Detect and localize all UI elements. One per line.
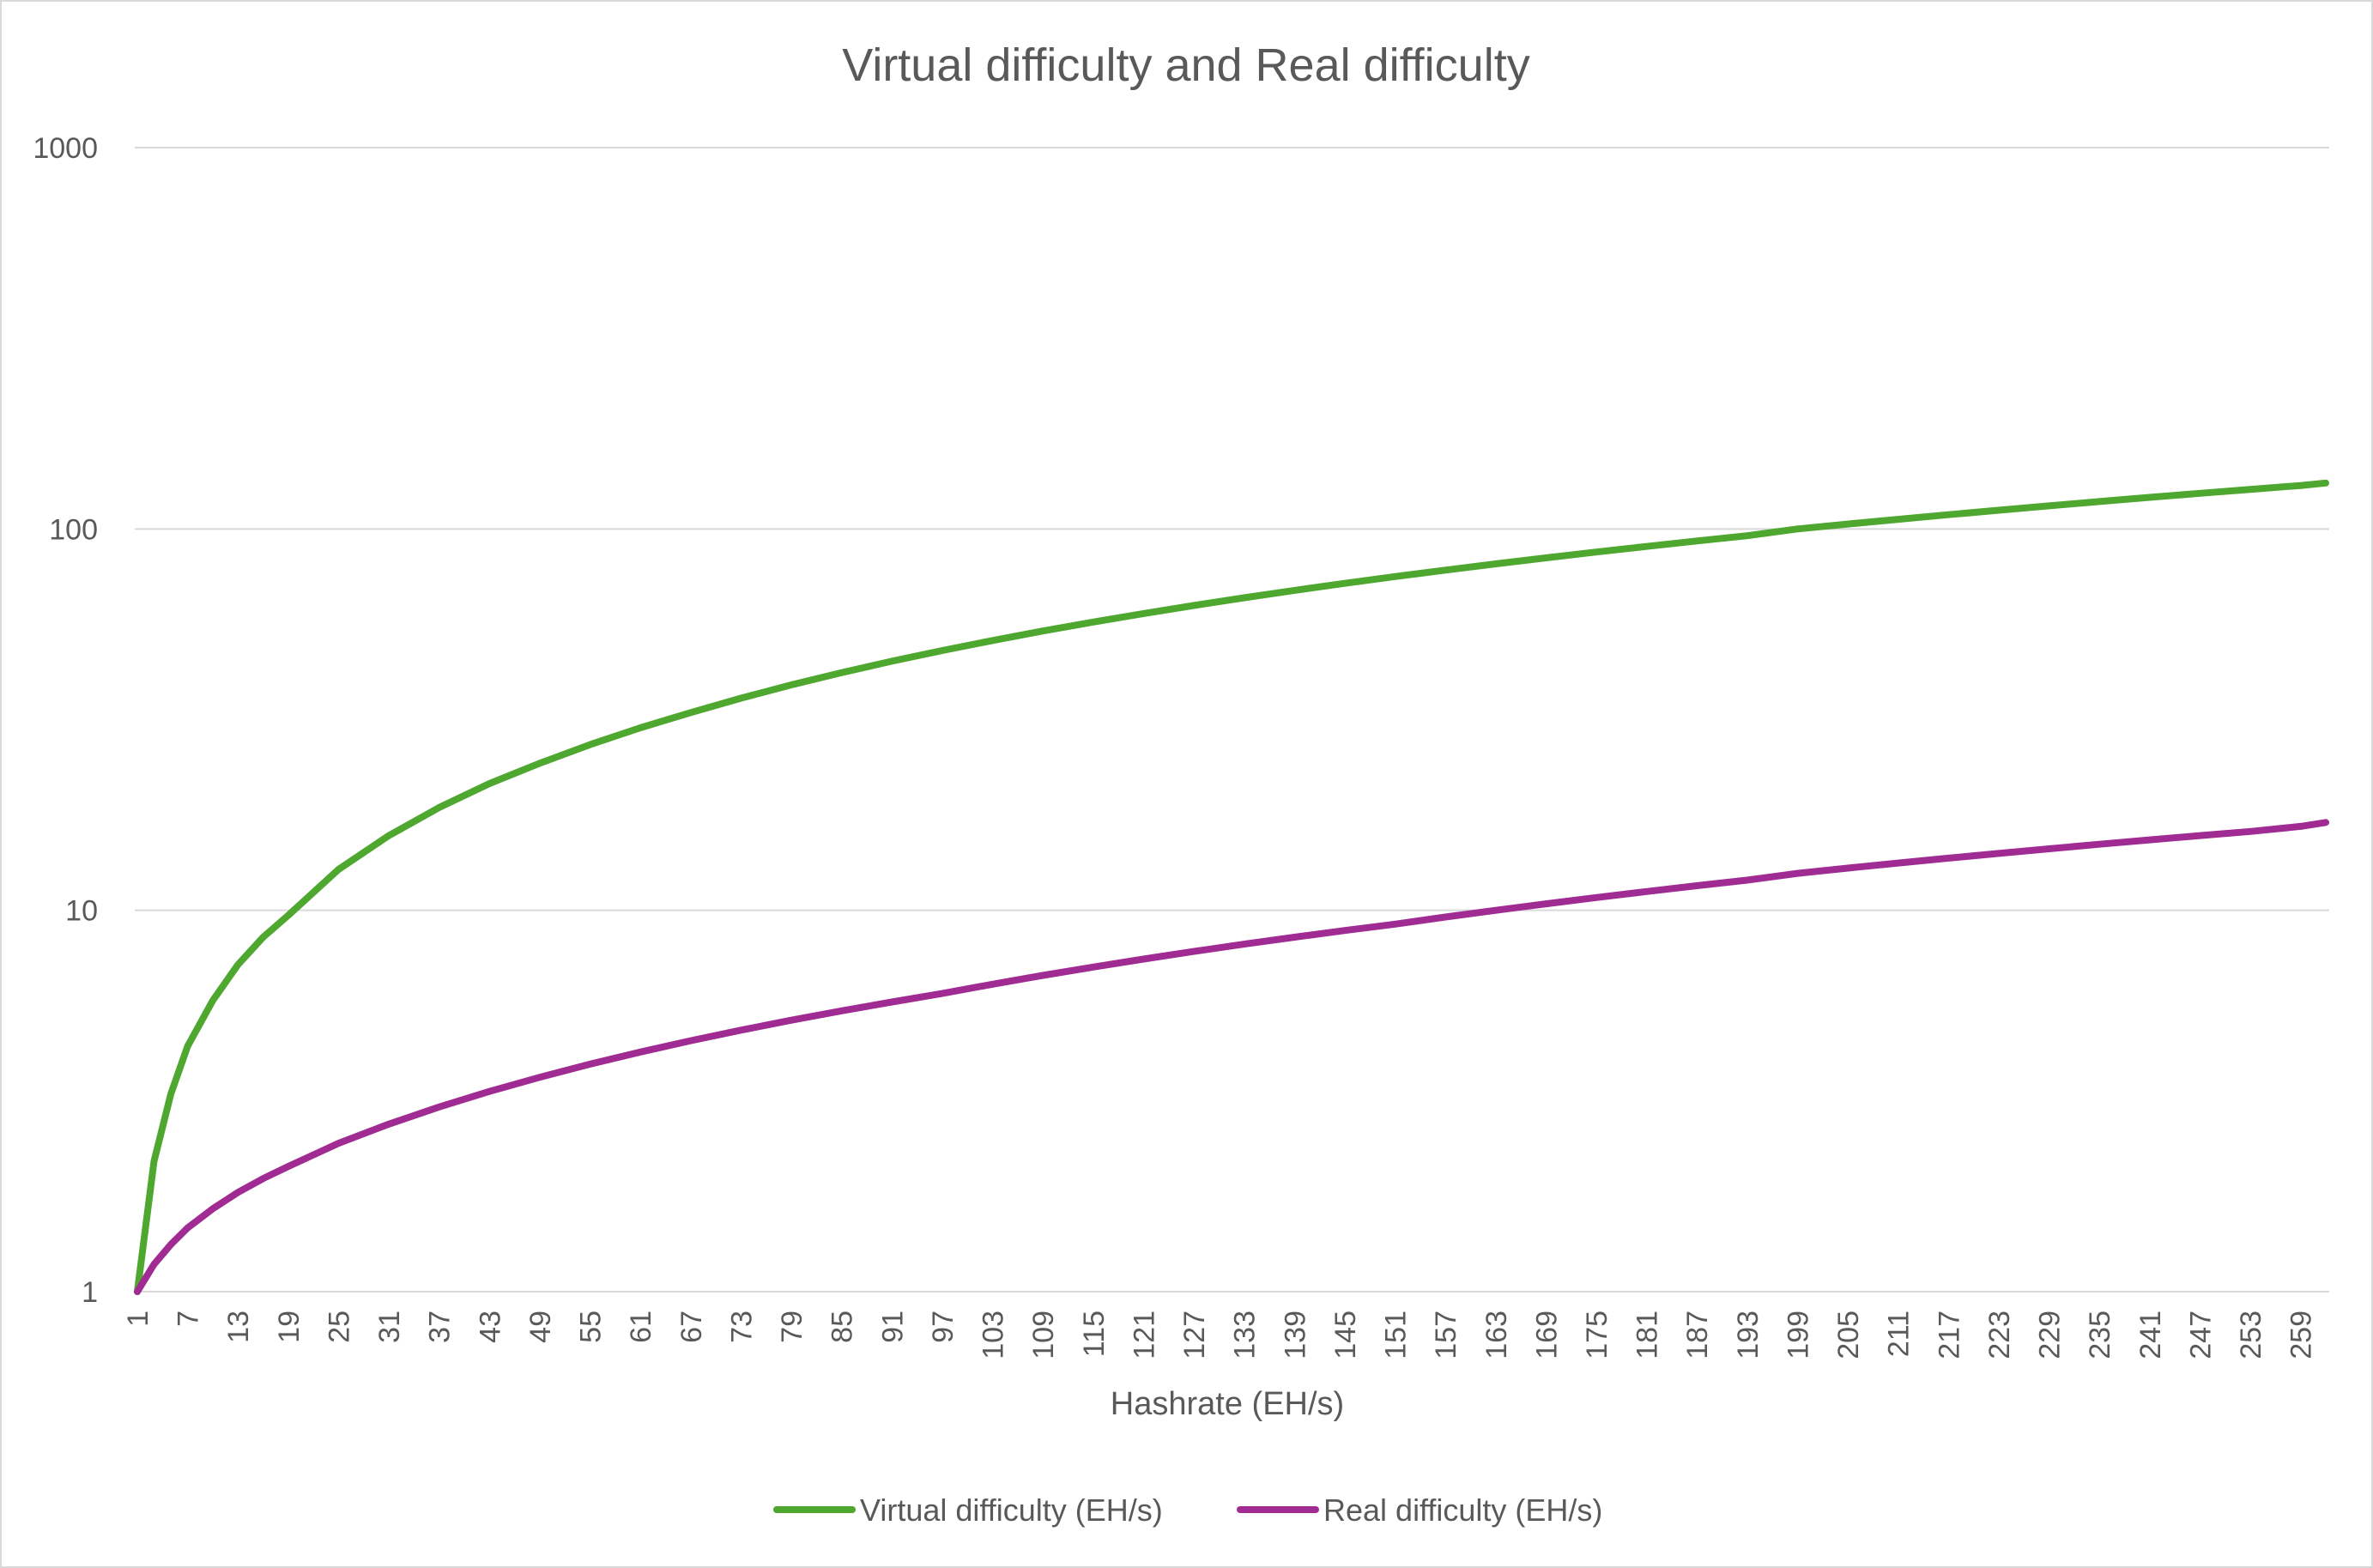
x-tick-label: 127 — [1178, 1311, 1211, 1359]
x-axis-ticks: 1 7 13 19 25 31 37 43 49 55 61 67 73 79 85 91 97 103 109 11… — [122, 1311, 2318, 1359]
x-tick-label: 13 — [222, 1311, 255, 1343]
x-tick-label: 31 — [373, 1311, 406, 1343]
x-tick-label: 175 — [1581, 1311, 1613, 1359]
x-tick-label: 199 — [1782, 1311, 1814, 1359]
x-tick-label: 187 — [1681, 1311, 1714, 1359]
x-tick-label: 193 — [1732, 1311, 1765, 1359]
x-tick-label: 163 — [1480, 1311, 1513, 1359]
x-tick-label: 145 — [1329, 1311, 1362, 1359]
x-tick-label: 151 — [1380, 1311, 1413, 1359]
x-tick-label: 205 — [1832, 1311, 1865, 1359]
x-tick-label: 181 — [1631, 1311, 1664, 1359]
x-tick-label: 55 — [575, 1311, 608, 1343]
x-tick-label: 217 — [1933, 1311, 1965, 1359]
x-tick-label: 103 — [978, 1311, 1010, 1359]
y-tick-label: 1000 — [33, 132, 98, 165]
x-tick-label: 247 — [2184, 1311, 2217, 1359]
x-tick-label: 49 — [524, 1311, 557, 1343]
x-tick-label: 241 — [2134, 1311, 2167, 1359]
legend: Virtual difficulty (EH/s) Real difficulty… — [773, 1492, 1602, 1528]
x-tick-label: 235 — [2084, 1311, 2116, 1359]
legend-label: Virtual difficulty (EH/s) — [860, 1492, 1163, 1528]
series-line-real-difficulty — [134, 819, 2329, 1295]
x-tick-label: 37 — [424, 1311, 457, 1343]
x-tick-label: 211 — [1883, 1311, 1916, 1357]
y-axis-ticks: 1 10 100 1000 — [33, 132, 98, 1309]
x-tick-label: 253 — [2235, 1311, 2267, 1359]
x-tick-label: 67 — [675, 1311, 708, 1343]
x-tick-label: 91 — [876, 1311, 909, 1343]
x-tick-label: 43 — [474, 1311, 506, 1343]
y-tick-label: 10 — [65, 895, 98, 928]
legend-label: Real difficulty (EH/s) — [1323, 1492, 1602, 1528]
x-tick-label: 223 — [1983, 1311, 2016, 1359]
x-tick-label: 97 — [927, 1311, 959, 1343]
x-tick-label: 229 — [2034, 1311, 2067, 1359]
x-tick-label: 115 — [1078, 1311, 1111, 1357]
x-tick-label: 1 — [122, 1311, 154, 1327]
x-tick-label: 73 — [725, 1311, 758, 1343]
series-line-virtual-difficulty — [134, 479, 2329, 1295]
y-tick-label: 100 — [49, 513, 98, 546]
x-tick-label: 85 — [826, 1311, 859, 1343]
x-axis-label: Hashrate (EH/s) — [1111, 1386, 1344, 1422]
x-tick-label: 19 — [273, 1311, 306, 1343]
x-tick-label: 25 — [323, 1311, 355, 1343]
x-tick-label: 157 — [1430, 1311, 1462, 1359]
x-tick-label: 259 — [2285, 1311, 2318, 1359]
x-tick-label: 79 — [776, 1311, 808, 1343]
y-tick-label: 1 — [82, 1276, 98, 1309]
x-tick-label: 139 — [1279, 1311, 1311, 1359]
x-tick-label: 109 — [1027, 1311, 1060, 1359]
x-tick-label: 133 — [1229, 1311, 1262, 1359]
series-lines — [134, 479, 2329, 1295]
gridlines — [135, 147, 2329, 911]
chart-title: Virtual difficulty and Real difficulty — [842, 39, 1529, 91]
x-tick-label: 61 — [625, 1311, 657, 1343]
x-tick-label: 7 — [173, 1311, 205, 1327]
x-tick-label: 121 — [1128, 1311, 1160, 1359]
x-tick-label: 169 — [1530, 1311, 1563, 1359]
